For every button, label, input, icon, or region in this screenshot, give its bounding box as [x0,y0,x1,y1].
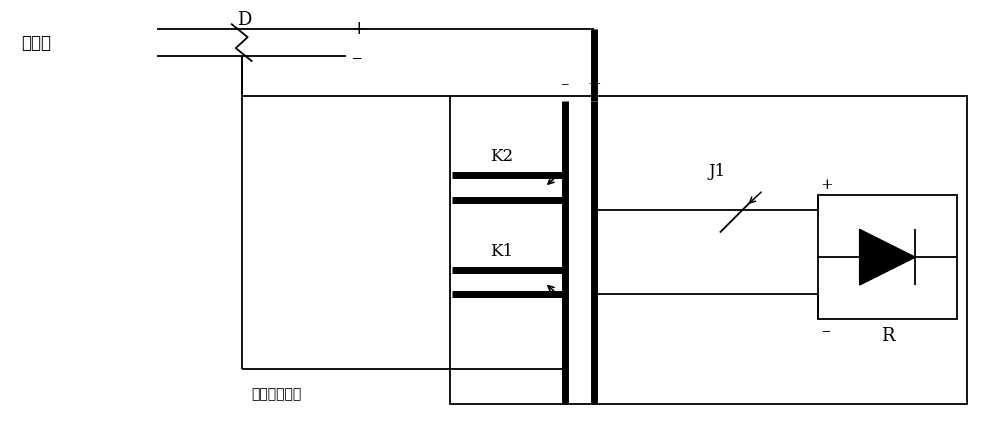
Text: D: D [237,11,251,29]
Polygon shape [860,229,915,285]
Bar [450,96,967,404]
Text: R: R [881,327,894,345]
Text: K1: K1 [490,242,513,260]
Text: 直流馈出电缆: 直流馈出电缆 [252,387,302,401]
Bar [818,195,957,319]
Text: +: + [821,178,834,192]
Text: J1: J1 [709,163,726,180]
Text: –: – [821,322,830,340]
Text: K2: K2 [490,148,513,165]
Text: –: – [351,48,361,67]
Text: –: – [560,76,569,93]
Text: 接触网: 接触网 [21,34,51,52]
Text: +: + [351,20,367,38]
Text: +: + [587,76,601,93]
